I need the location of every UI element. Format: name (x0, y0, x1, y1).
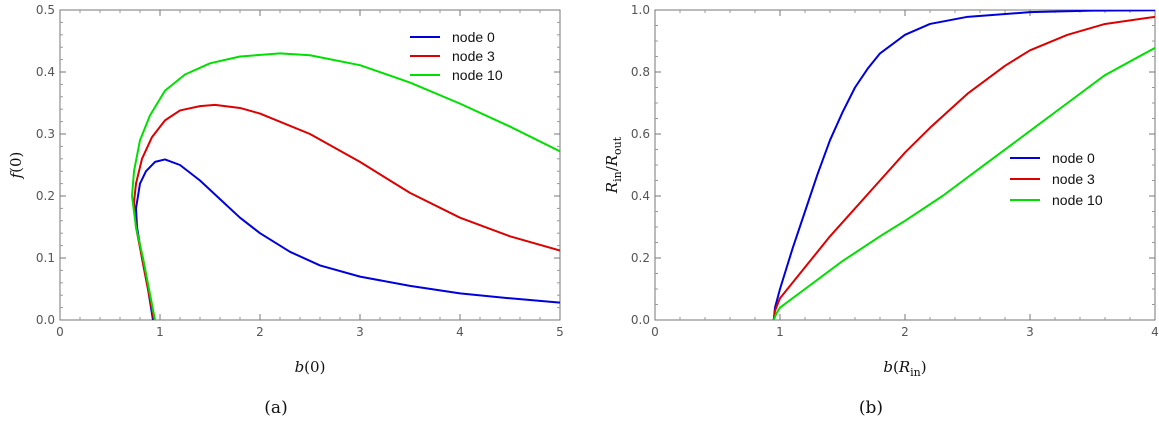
x-tick-label: 4 (456, 325, 464, 339)
x-axis-label: b(0) (295, 358, 326, 376)
panel-caption: (b) (859, 398, 883, 418)
y-tick-label: 0.0 (631, 313, 650, 327)
y-axis-label: f(0) (7, 152, 25, 180)
y-axis-label: Rin/Rout (603, 136, 624, 194)
panel-b: 0 1 2 3 4 0.0 0.2 0.4 0.6 0.8 1.0 node 0 node 3 node … (603, 3, 1159, 418)
y-tick-label: 1.0 (631, 3, 650, 17)
y-tick-label: 0.8 (631, 65, 650, 79)
series-line-node-3 (772, 15, 1155, 320)
legend-label: node 3 (1052, 171, 1095, 187)
x-tick-label: 4 (1151, 325, 1159, 339)
panel-caption: (a) (264, 398, 287, 418)
plot-frame (59, 9, 561, 321)
x-tick-label: 3 (1026, 325, 1034, 339)
y-tick-label: 0.5 (36, 3, 55, 17)
y-tick-label: 0.0 (36, 313, 55, 327)
series-line-node-0 (772, 10, 1155, 320)
x-tick-label: 0 (56, 325, 64, 339)
legend-label: node 10 (1052, 192, 1103, 208)
x-tick-label: 1 (156, 325, 164, 339)
x-axis-label: b(Rin) (883, 358, 926, 379)
legend-label: node 0 (1052, 150, 1095, 166)
x-tick-label: 2 (256, 325, 264, 339)
y-tick-label: 0.2 (631, 251, 650, 265)
y-tick-label: 0.4 (631, 189, 650, 203)
x-tick-label: 1 (776, 325, 784, 339)
series-line-node-10 (131, 52, 560, 320)
x-tick-label: 2 (901, 325, 909, 339)
y-tick-label: 0.6 (631, 127, 650, 141)
y-tick-label: 0.3 (36, 127, 55, 141)
x-tick-label: 0 (651, 325, 659, 339)
y-tick-label: 0.4 (36, 65, 55, 79)
legend-label: node 0 (452, 29, 495, 45)
panel-a: 0 1 2 3 4 5 0.0 0.1 0.2 0.3 0.4 0.5 node 0 node 3 node… (7, 3, 564, 418)
x-tick-label: 5 (556, 325, 564, 339)
legend-label: node 10 (452, 67, 503, 83)
series-line-node-3 (133, 103, 560, 320)
legend-label: node 3 (452, 48, 495, 64)
x-tick-label: 3 (356, 325, 364, 339)
y-tick-label: 0.1 (36, 251, 55, 265)
series-line-node-0 (135, 158, 560, 320)
series-line-node-10 (772, 46, 1155, 320)
y-tick-label: 0.2 (36, 189, 55, 203)
